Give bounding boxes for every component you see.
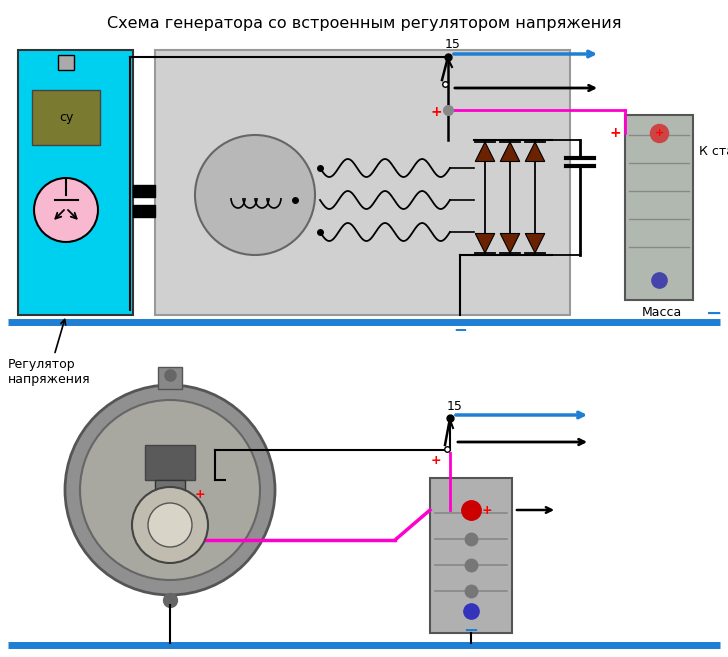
Polygon shape: [500, 233, 520, 253]
Text: 15: 15: [447, 399, 463, 413]
Bar: [155, 50, 570, 315]
Bar: [625, 115, 693, 300]
Polygon shape: [525, 233, 545, 253]
Text: 15: 15: [445, 37, 461, 51]
Circle shape: [132, 487, 208, 563]
Text: Регулятор
напряжения: Регулятор напряжения: [8, 319, 90, 386]
Bar: [430, 478, 512, 633]
Circle shape: [34, 178, 98, 242]
Text: К стартеру: К стартеру: [699, 145, 728, 158]
Polygon shape: [525, 142, 545, 162]
Bar: [155, 480, 185, 498]
Polygon shape: [475, 142, 495, 162]
Text: −: −: [706, 304, 722, 323]
Text: −: −: [464, 622, 478, 640]
Text: Масса: Масса: [642, 307, 682, 319]
Polygon shape: [500, 142, 520, 162]
Circle shape: [80, 400, 260, 580]
Bar: [32, 90, 100, 145]
Text: Схема генератора со встроенным регулятором напряжения: Схема генератора со встроенным регулятор…: [107, 16, 621, 31]
Bar: [158, 367, 182, 389]
Text: +: +: [430, 105, 442, 119]
Circle shape: [195, 135, 315, 255]
Text: −: −: [453, 320, 467, 338]
Circle shape: [65, 385, 275, 595]
Text: +: +: [194, 489, 205, 501]
Circle shape: [148, 503, 192, 547]
Bar: [58, 55, 74, 70]
Polygon shape: [475, 233, 495, 253]
Text: +: +: [609, 126, 621, 140]
Text: +: +: [654, 128, 664, 138]
Text: +: +: [482, 503, 492, 516]
Bar: [145, 445, 195, 480]
Text: +: +: [431, 453, 441, 466]
Text: су: су: [59, 110, 74, 124]
Bar: [18, 50, 133, 315]
